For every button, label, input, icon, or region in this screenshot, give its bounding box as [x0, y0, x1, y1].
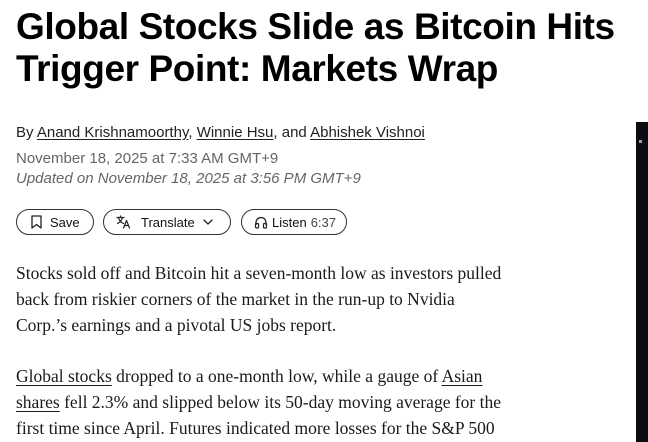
author-link-abhishek-vishnoi[interactable]: Abhishek Vishnoi: [310, 124, 425, 141]
paragraph-2-line-3: first time since April. Futures indicate…: [16, 418, 495, 438]
paragraph-2-text: dropped to a one-month low, while a gaug…: [111, 366, 442, 386]
updated-date: Updated on November 18, 2025 at 3:56 PM …: [16, 170, 361, 187]
translate-icon: [116, 215, 131, 229]
paragraph-1-line-1: Stocks sold off and Bitcoin hit a seven-…: [16, 263, 502, 283]
paragraph-2-text: fell 2.3% and slipped below its 50-day m…: [59, 392, 502, 412]
headline-line-1: Global Stocks Slide as Bitcoin Hits: [16, 6, 615, 47]
headphones-icon: [254, 215, 268, 229]
asian-shares-link-part-2[interactable]: shares: [16, 392, 60, 412]
article-headline: Global Stocks Slide as Bitcoin Hits Trig…: [16, 6, 648, 90]
paragraph-1-line-3: Corp.’s earnings and a pivotal US jobs r…: [16, 315, 337, 335]
listen-duration: 6:37: [310, 214, 337, 230]
author-link-winnie-hsu[interactable]: Winnie Hsu: [196, 124, 274, 141]
article-paragraph-2: Global stocks dropped to a one-month low…: [16, 363, 616, 441]
chevron-down-icon: [203, 219, 213, 225]
byline-prefix: By: [16, 124, 37, 141]
global-stocks-link[interactable]: Global stocks: [16, 366, 112, 386]
byline: By Anand Krishnamoorthy, Winnie Hsu, and…: [16, 123, 425, 143]
asian-shares-link-part-1[interactable]: Asian: [441, 366, 483, 386]
bookmark-icon: [31, 215, 42, 229]
translate-button[interactable]: Translate: [103, 209, 231, 235]
headline-line-2: Trigger Point: Markets Wrap: [16, 48, 498, 89]
translate-button-label: Translate: [141, 214, 195, 230]
article-paragraph-1: Stocks sold off and Bitcoin hit a seven-…: [16, 260, 616, 338]
byline-separator-and: , and: [273, 124, 311, 141]
side-media-panel: [636, 122, 648, 442]
save-button[interactable]: Save: [16, 209, 94, 235]
paragraph-1-line-2: back from riskier corners of the market …: [16, 289, 455, 309]
listen-button-label: Listen: [272, 214, 307, 230]
side-panel-indicator: [639, 140, 642, 143]
published-date: November 18, 2025 at 7:33 AM GMT+9: [16, 150, 279, 167]
byline-separator: ,: [188, 124, 197, 141]
listen-button[interactable]: Listen 6:37: [241, 209, 347, 235]
save-button-label: Save: [50, 214, 80, 230]
author-link-anand-krishnamoorthy[interactable]: Anand Krishnamoorthy: [36, 124, 189, 141]
